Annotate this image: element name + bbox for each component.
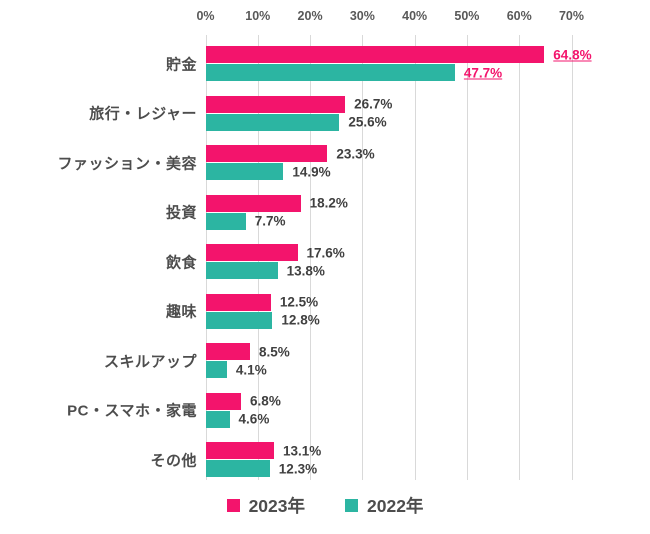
value-label: 7.7% (254, 213, 286, 229)
legend-item-2022年: 2022年 (345, 493, 423, 518)
bar-2023年 (205, 145, 328, 162)
category-label: 投資 (165, 204, 197, 222)
gridline (519, 35, 521, 480)
gridline (310, 35, 312, 480)
x-axis-tick-label: 0% (196, 9, 215, 23)
gridline (571, 35, 573, 480)
bar-2023年 (205, 194, 301, 212)
bar-2022年 (205, 311, 273, 329)
category-label: ファッション・美容 (57, 155, 197, 172)
category-label: 貯金 (165, 56, 197, 73)
category-label: その他 (150, 452, 197, 469)
bar-2023年 (205, 244, 298, 261)
legend-item-2023年: 2023年 (226, 493, 305, 518)
x-axis-tick-label: 60% (506, 9, 532, 23)
category-label: PC・スマホ・家電 (67, 402, 197, 420)
value-label: 6.8% (250, 393, 281, 409)
value-label: 17.6% (306, 245, 345, 260)
bar-2023年 (205, 293, 271, 311)
x-axis-tick-label: 40% (402, 9, 428, 23)
value-label: 23.3% (336, 146, 375, 161)
bar-2022年 (205, 262, 278, 279)
legend-swatch (226, 498, 240, 512)
x-axis-tick-label: 30% (349, 9, 375, 23)
bar-2022年 (205, 163, 284, 180)
x-axis-tick-label: 50% (454, 9, 480, 23)
bar-2023年 (205, 343, 250, 360)
legend-swatch (345, 498, 358, 512)
gridline (362, 35, 364, 480)
category-label: 趣味 (165, 303, 197, 321)
bar-2022年 (205, 212, 246, 230)
bar-2022年 (205, 361, 227, 378)
category-label: 旅行・レジャー (89, 105, 197, 123)
value-label: 12.3% (278, 461, 318, 476)
legend-label: 2023年 (248, 495, 305, 516)
bar-2022年 (205, 460, 270, 477)
x-axis-tick-label: 20% (297, 9, 323, 23)
x-axis-tick-label: 70% (558, 9, 585, 23)
bar-2023年 (205, 95, 346, 113)
bar-2023年 (205, 46, 545, 63)
bar-2023年 (205, 392, 242, 410)
value-label: 18.2% (309, 195, 348, 211)
bar-2022年 (205, 64, 455, 81)
bar-2022年 (205, 113, 340, 131)
value-label: 13.1% (282, 443, 322, 458)
value-label: 26.7% (354, 96, 393, 112)
legend-label: 2022年 (367, 495, 424, 516)
value-label: 14.9% (292, 164, 331, 179)
value-label: 12.8% (281, 312, 320, 328)
value-label: 4.1% (235, 362, 267, 377)
gridline (414, 35, 416, 480)
category-label: スキルアップ (103, 353, 197, 370)
value-label: 12.5% (279, 294, 319, 310)
value-label: 8.5% (258, 344, 290, 359)
highlighted-value-label: 47.7% (463, 65, 503, 80)
highlighted-value-label: 64.8% (553, 47, 592, 62)
category-label: 飲食 (165, 254, 197, 271)
bar-2023年 (205, 442, 274, 459)
bar-2022年 (205, 410, 230, 428)
value-label: 25.6% (348, 114, 387, 130)
gridline (466, 35, 468, 480)
legend: 2023年 2022年 (0, 490, 650, 520)
value-label: 4.6% (238, 411, 270, 427)
x-axis-tick-label: 10% (245, 9, 271, 23)
value-label: 13.8% (286, 263, 325, 278)
